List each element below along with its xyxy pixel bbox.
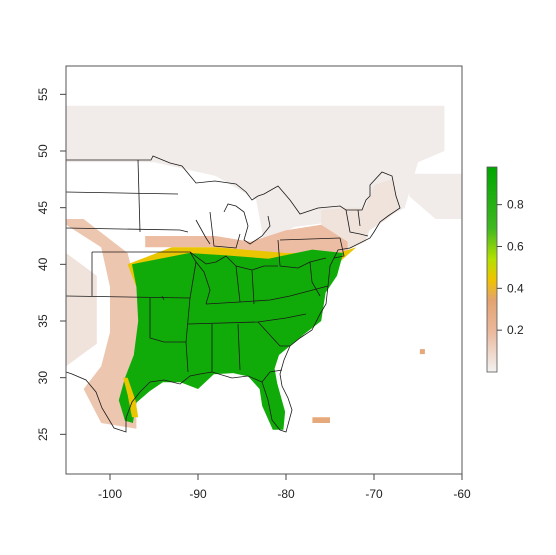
grid-dot-0 (419, 349, 425, 355)
region-canada-islands (409, 173, 462, 219)
x-tick-label: -90 (189, 487, 207, 501)
plot-frame (65, 65, 463, 475)
region-southwest-dry (66, 219, 146, 429)
y-tick-label: 40 (36, 257, 50, 271)
y-tick-label: 45 (36, 201, 50, 215)
y-tick-label: 25 (36, 427, 50, 441)
x-tick-label: -60 (453, 487, 471, 501)
colorbar-ticks: 0.2 0.4 0.6 0.8 (497, 198, 524, 337)
y-tick-label: 50 (36, 144, 50, 158)
region-texas-coast-yellow (123, 377, 139, 418)
state-borders (66, 155, 401, 433)
colorbar-tick-label: 0.6 (507, 239, 524, 253)
colorbar-tick-label: 0.4 (507, 281, 524, 295)
map-panel: -100 -90 -80 -70 -60 25 30 35 40 45 50 55 (36, 65, 471, 501)
colorbar-tick-label: 0.8 (507, 198, 524, 212)
y-tick-label: 55 (36, 87, 50, 101)
region-core-suitable (118, 249, 344, 430)
region-new-england (321, 179, 401, 253)
y-tick-label: 30 (36, 371, 50, 385)
y-axis: 25 30 35 40 45 50 55 (36, 87, 66, 441)
colorbar-gradient (486, 166, 498, 373)
colorbar-tick-label: 0.2 (507, 323, 524, 337)
region-dry-west-edge (66, 253, 97, 367)
x-tick-label: -100 (98, 487, 122, 501)
y-tick-label: 35 (36, 314, 50, 328)
x-tick-label: -70 (365, 487, 383, 501)
region-florida-keys (312, 417, 330, 423)
x-axis: -100 -90 -80 -70 -60 (98, 474, 471, 501)
x-tick-label: -80 (277, 487, 295, 501)
colorbar: 0.2 0.4 0.6 0.8 (486, 166, 524, 373)
